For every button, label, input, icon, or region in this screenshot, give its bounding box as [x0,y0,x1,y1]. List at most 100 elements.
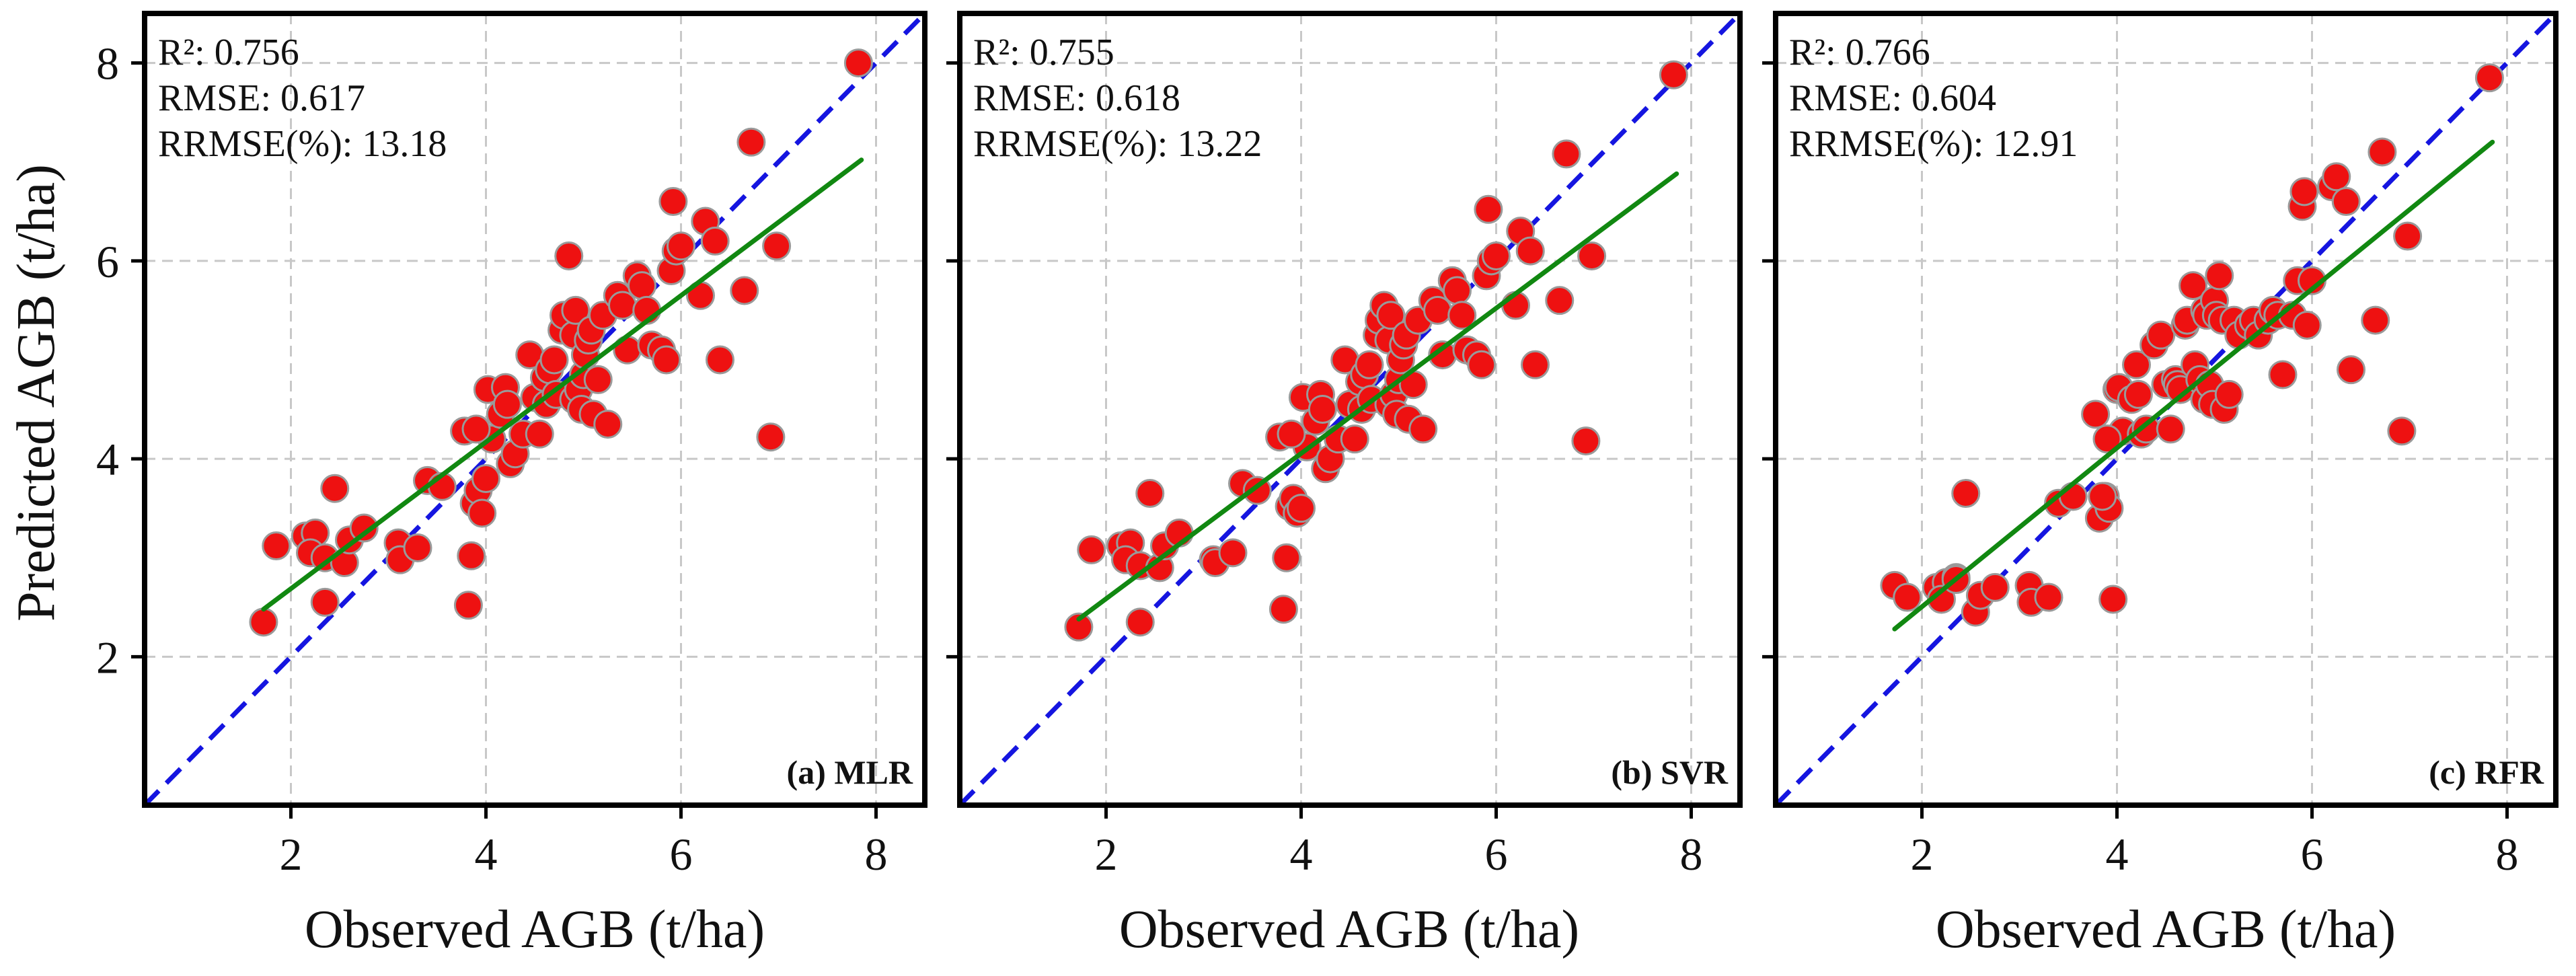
data-point [730,276,759,305]
x-axis-title-a: Observed AGB (t/ha) [305,900,765,959]
data-point [2123,379,2153,409]
data-point [1340,424,1369,454]
data-point [2156,414,2185,444]
data-point [457,541,486,570]
data-point [1423,295,1452,325]
stat-annotation: RRMSE(%): 13.22 [973,123,1262,165]
data-point [2289,177,2319,207]
data-point [843,48,873,78]
data-point [706,345,734,375]
data-point [561,295,591,325]
data-point [554,241,584,270]
plot-frame [957,11,1743,808]
data-point [1515,236,1545,266]
x-tick-label: 2 [1911,829,1934,880]
data-point [1218,538,1248,568]
data-point [628,271,656,301]
stat-annotation: RMSE: 0.617 [158,77,365,119]
regression-fit-line [1892,139,2495,632]
x-tick-label: 2 [1095,829,1118,880]
data-point [700,226,730,256]
x-tick-label: 6 [670,829,693,880]
data-point [262,531,291,561]
plot-frame [1773,11,2559,808]
data-point [2393,221,2423,251]
y-tick-label: 2 [96,632,119,683]
data-point [525,419,554,449]
data-point [249,607,278,637]
data-point [1545,286,1575,315]
x-tick-label: 6 [2301,829,2324,880]
data-point [1577,241,1607,270]
data-point [1467,350,1497,379]
x-axis-title-b: Observed AGB (t/ha) [1119,900,1579,959]
data-point [1571,426,1601,456]
x-tick-label: 8 [2496,829,2519,880]
data-point [2092,424,2122,454]
stat-annotation: R²: 0.755 [973,32,1114,73]
data-point [1951,479,1981,509]
data-point [756,422,786,452]
x-tick-label: 4 [475,829,498,880]
data-point [1077,535,1106,564]
data-point [762,231,792,261]
data-point [1552,139,1581,169]
data-point [2205,261,2234,291]
data-point [1482,241,1511,270]
data-point [1447,301,1477,330]
data-point [1659,60,1688,89]
data-point [1893,583,1922,612]
data-point [349,513,379,543]
data-point [492,389,522,419]
data-point [1277,419,1306,449]
stat-annotation: R²: 0.756 [158,32,299,73]
data-point [539,345,569,375]
data-point [471,463,500,493]
data-point [583,365,613,394]
data-point [1474,194,1503,224]
x-tick-label: 8 [865,829,888,880]
data-point [2331,187,2361,217]
y-tick-label: 4 [96,434,119,485]
data-point [2034,583,2063,612]
data-point [467,498,497,528]
x-axis-title-c: Observed AGB (t/ha) [1936,900,2396,959]
data-point [2337,355,2365,385]
data-point [658,187,688,217]
data-point [1135,479,1165,509]
data-point [403,533,432,562]
data-point [1268,595,1298,624]
data-point [2214,379,2244,409]
data-point [1521,350,1550,379]
data-point [1272,543,1301,572]
data-point [461,414,491,444]
data-point [1308,395,1337,424]
plot-frame [142,11,927,808]
data-point [1443,276,1472,305]
data-point [2268,360,2298,389]
regression-fit-line [261,157,864,612]
data-point [736,127,766,157]
data-point [2387,416,2417,446]
y-tick-label: 8 [96,38,119,89]
data-point [2179,271,2208,301]
data-point [1408,414,1438,444]
data-point [310,587,340,617]
x-tick-label: 2 [280,829,303,880]
data-point [652,345,681,375]
y-tick-label: 6 [96,236,119,287]
panel-label: (c) RFR [2429,753,2544,791]
data-point [2146,320,2176,350]
stat-annotation: R²: 0.766 [1789,32,1930,73]
data-point [1125,607,1155,637]
data-point [1376,301,1406,330]
x-tick-label: 6 [1485,829,1508,880]
data-point [453,591,483,620]
data-point [667,231,695,261]
data-point [1287,494,1316,523]
stat-annotation: RRMSE(%): 12.91 [1789,123,2078,165]
stat-annotation: RRMSE(%): 13.18 [158,123,447,165]
stat-annotation: RMSE: 0.604 [1789,77,1996,119]
